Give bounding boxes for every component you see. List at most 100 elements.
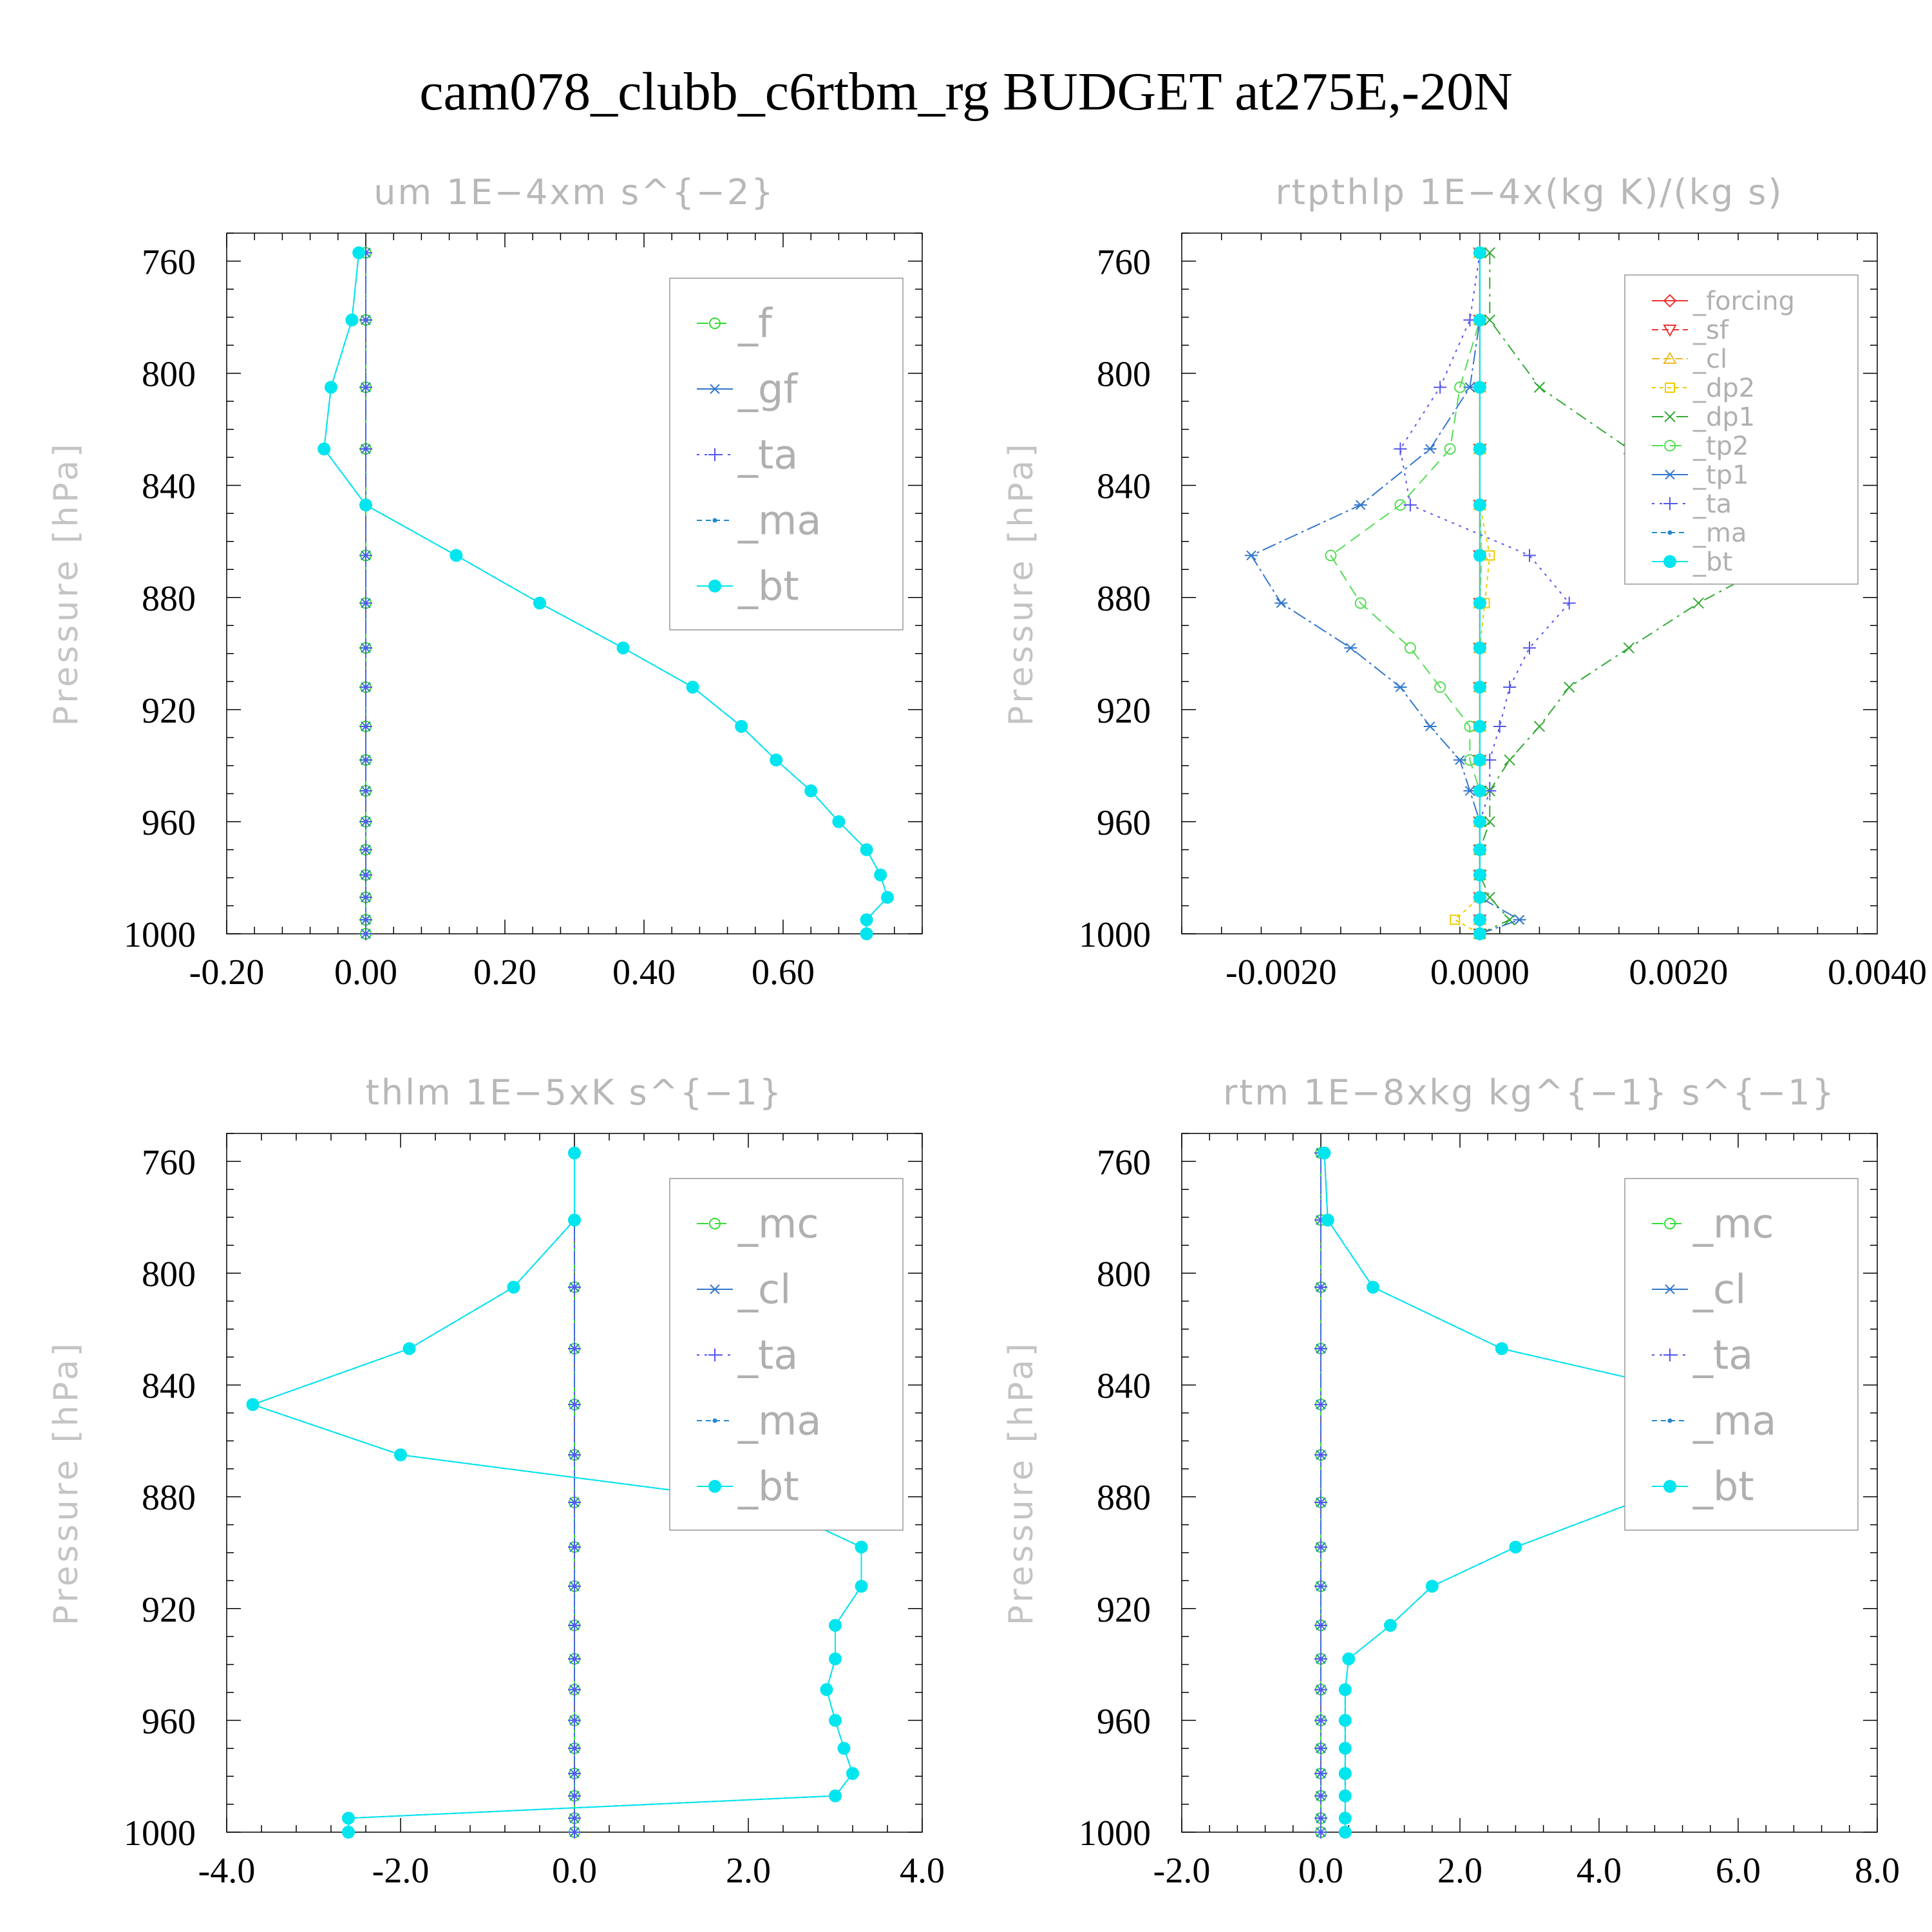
um-point-ta [359,719,372,733]
um-point-ta [359,927,372,940]
rtpthlp-point-tp1 [1344,643,1358,653]
rtpthlp-legend-marker [1663,325,1677,337]
rtpthlp-point-dp1 [1564,681,1575,693]
thlm-panel-title: thlm 1E−5xK s^{−1} [366,1072,783,1113]
thlm-y-tick-label: 800 [142,1255,196,1294]
thlm-legend-marker [708,1349,721,1361]
thlm-point-ta [568,1280,581,1294]
rtm-point-bt [1338,1766,1352,1780]
um-point-ta [359,596,372,610]
rtpthlp-point-tp2 [1444,443,1456,455]
um-point-ta [359,549,372,562]
um-legend-label: _ta [737,431,798,478]
thlm-x-tick-label: -4.0 [198,1851,256,1891]
rtm-point-ta [1314,1683,1327,1696]
um-x-tick-label: -0.20 [189,952,265,992]
rtpthlp-point-ta [1493,719,1506,733]
rtpthlp-point-tp2 [1434,681,1446,694]
rtpthlp-legend-marker [1663,469,1676,480]
rtm-y-tick-label: 840 [1097,1367,1151,1406]
rtm-legend-label: _ma [1692,1397,1776,1444]
rtm-point-ta [1314,1766,1327,1780]
rtpthlp-point-bt [1473,719,1486,733]
rtm-y-tick-label: 1000 [1079,1814,1151,1853]
um-y-tick-label: 920 [142,691,196,731]
rtpthlp-point-ta [1523,549,1536,562]
rtm-x-tick-label: 4.0 [1577,1851,1622,1891]
um-point-bt [533,596,546,610]
thlm-point-bt [568,1213,581,1227]
thlm-point-bt [855,1540,868,1554]
thlm-legend: _mc _cl _ta _ma _bt [669,1178,904,1531]
thlm-point-bt [394,1448,407,1462]
rtm-point-bt [1338,1683,1352,1696]
rtpthlp-point-bt [1473,313,1486,327]
um-legend-label: _ma [737,497,821,544]
rtm-point-ta [1314,1495,1327,1509]
um-point-bt [832,815,846,828]
um-point-bt [881,891,894,904]
rtm-point-ta [1314,1652,1327,1665]
thlm-point-ta [568,1652,581,1665]
rtpthlp-y-axis-label: Pressure [hPa] [1002,441,1041,726]
rtm-legend-label: _bt [1692,1463,1754,1510]
rtpthlp-legend: _forcing_sf_cl_dp2_dp1_tp2_tp1_ta_ma_bt [1624,274,1859,585]
rtpthlp-point-tp1 [1245,550,1258,561]
rtpthlp-point-dp1 [1533,381,1546,393]
thlm-point-ta [568,1580,581,1593]
um-point-bt [874,868,887,882]
rtpthlp-y-tick-label: 800 [1097,355,1151,395]
rtpthlp-legend-label: _sf [1692,316,1729,345]
figure-title: cam078_clubb_c6rtbm_rg BUDGET at275E,-20… [419,62,1513,122]
rtm-x-tick-label: 6.0 [1716,1851,1761,1891]
thlm-legend-marker [712,1418,717,1423]
um-legend-marker [709,317,721,329]
um-y-tick-label: 880 [142,579,196,619]
um-legend-label: _gf [737,366,799,413]
rtm-point-bt [1425,1580,1439,1593]
rtm-legend-marker [1663,1284,1676,1294]
rtpthlp-point-bt [1473,927,1486,940]
rtm-point-bt [1384,1618,1397,1632]
um-point-bt [860,843,873,857]
rtm-legend-marker [1667,1418,1672,1423]
rtpthlp-legend-marker [1663,351,1677,364]
thlm-y-axis-label: Pressure [hPa] [47,1340,86,1625]
rtm-legend-label: _mc [1692,1200,1774,1247]
thlm-point-ta [568,1826,581,1839]
thlm-point-bt [829,1714,842,1727]
thlm-point-ta [568,1540,581,1554]
thlm-y-tick-label: 960 [142,1701,196,1741]
um-point-ta [359,913,372,927]
um-point-bt [804,784,818,798]
rtpthlp-point-bt [1473,596,1486,610]
rtpthlp-series-dp2 [1450,247,1495,939]
rtpthlp-legend-marker [1664,440,1676,451]
thlm-point-ta [568,1683,581,1696]
um-point-ta [359,313,372,327]
um-point-bt [860,927,873,940]
rtpthlp-legend-label: _bt [1692,547,1732,577]
thlm-point-ta [568,1342,581,1356]
um-point-ta [359,868,372,882]
rtm-panel-title: rtm 1E−8xkg kg^{−1} s^{−1} [1223,1072,1836,1113]
rtpthlp-point-bt [1473,442,1486,456]
rtpthlp-point-bt [1473,246,1486,260]
rtm-point-bt [1338,1812,1352,1825]
um-series-ta [359,246,372,940]
rtpthlp-legend-marker [1664,411,1676,422]
thlm-point-bt [820,1683,833,1696]
rtm-point-bt [1318,1146,1331,1160]
um-legend-marker [708,580,721,592]
rtm-series-ta [1314,1146,1327,1839]
um-point-ta [359,681,372,694]
um-y-tick-label: 760 [142,243,196,283]
thlm-point-ta [568,1448,581,1462]
rtpthlp-y-tick-label: 960 [1097,803,1151,843]
rtm-legend-marker [1663,1349,1676,1361]
thlm-series-ta [568,1146,581,1839]
rtpthlp-legend-label: _ta [1692,489,1732,519]
um-legend-marker [708,448,721,461]
thlm-legend-label: _bt [737,1463,799,1510]
thlm-point-bt [837,1741,851,1755]
